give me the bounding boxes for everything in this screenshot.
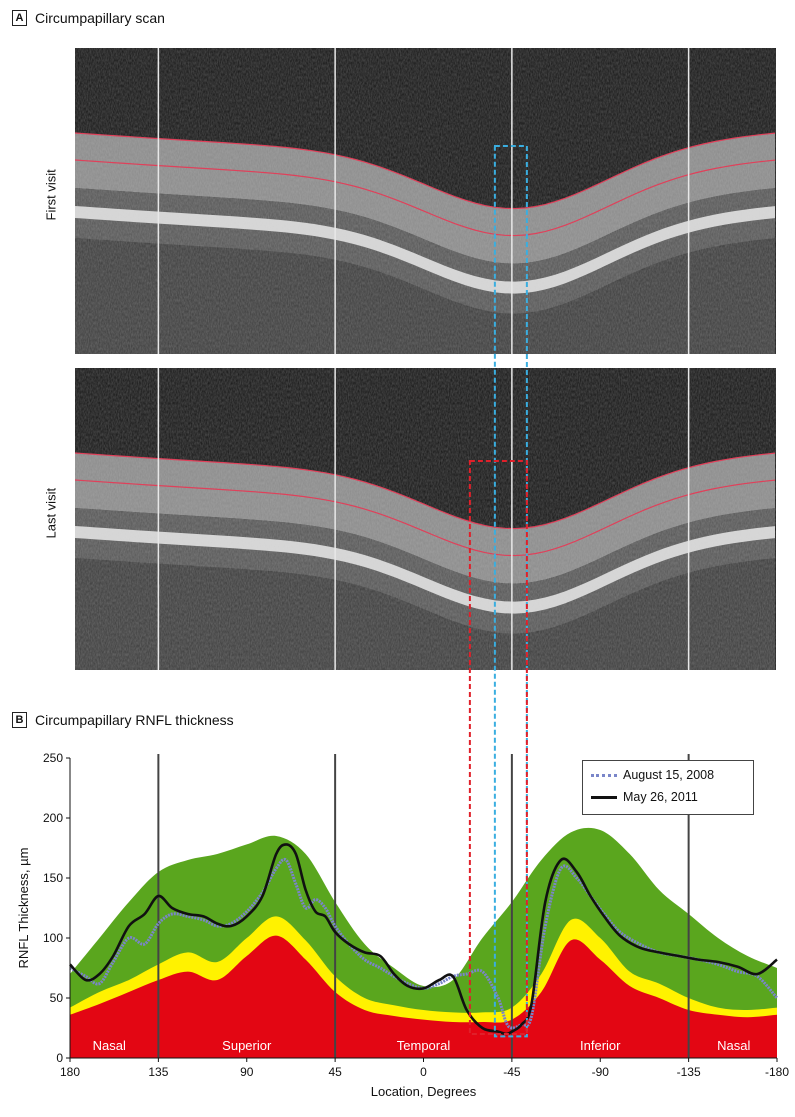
y-tick-label: 50 [50, 991, 64, 1005]
x-tick-label: -90 [592, 1065, 610, 1079]
panel-b-title: Circumpapillary RNFL thickness [35, 712, 234, 728]
normative-band-red [70, 935, 777, 1058]
y-tick-label: 250 [43, 751, 63, 765]
legend-swatch-2011 [591, 795, 617, 799]
oct-scan-graphic [75, 48, 776, 354]
region-label: Temporal [397, 1038, 451, 1053]
x-tick-label: 180 [60, 1065, 80, 1079]
panel-a-title: Circumpapillary scan [35, 10, 165, 26]
region-label: Nasal [93, 1038, 126, 1053]
first-visit-scan-image [75, 48, 776, 354]
y-tick-label: 100 [43, 931, 63, 945]
legend-swatch-2008 [591, 773, 617, 777]
last-visit-scan-image [75, 368, 776, 670]
x-tick-label: 45 [328, 1065, 342, 1079]
region-label: Nasal [717, 1038, 750, 1053]
panel-a-letter: A [12, 10, 27, 26]
first-visit-label: First visit [43, 169, 59, 221]
series-line-may-2011 [69, 843, 778, 1036]
legend-entry-2008: August 15, 2008 [591, 768, 714, 782]
region-label: Superior [222, 1038, 272, 1053]
panel-b-letter: B [12, 712, 27, 728]
chart-legend: August 15, 2008 May 26, 2011 [582, 760, 754, 815]
oct-scan-graphic [75, 368, 776, 670]
x-tick-label: 0 [420, 1065, 427, 1079]
panel-b-header: B Circumpapillary RNFL thickness [12, 712, 234, 728]
last-visit-label: Last visit [43, 487, 59, 539]
legend-label-2008: August 15, 2008 [623, 768, 715, 782]
panel-a-header: A Circumpapillary scan [12, 10, 165, 26]
legend-entry-2011: May 26, 2011 [591, 790, 698, 804]
y-tick-label: 0 [56, 1051, 63, 1065]
x-tick-label: 90 [240, 1065, 254, 1079]
x-tick-label: 135 [148, 1065, 168, 1079]
rnfl-thickness-chart: Nasal Superior Temporal Inferior Nasal 0 50 100… [16, 751, 789, 1099]
x-tick-label: -45 [503, 1065, 521, 1079]
y-axis-title: RNFL Thickness, µm [16, 848, 31, 969]
y-tick-label: 150 [43, 871, 63, 885]
y-tick-label: 200 [43, 811, 63, 825]
x-axis-title: Location, Degrees [371, 1084, 477, 1099]
x-tick-label: -180 [765, 1065, 789, 1079]
region-label: Inferior [580, 1038, 621, 1053]
x-tick-label: -135 [677, 1065, 701, 1079]
legend-label-2011: May 26, 2011 [623, 790, 698, 804]
